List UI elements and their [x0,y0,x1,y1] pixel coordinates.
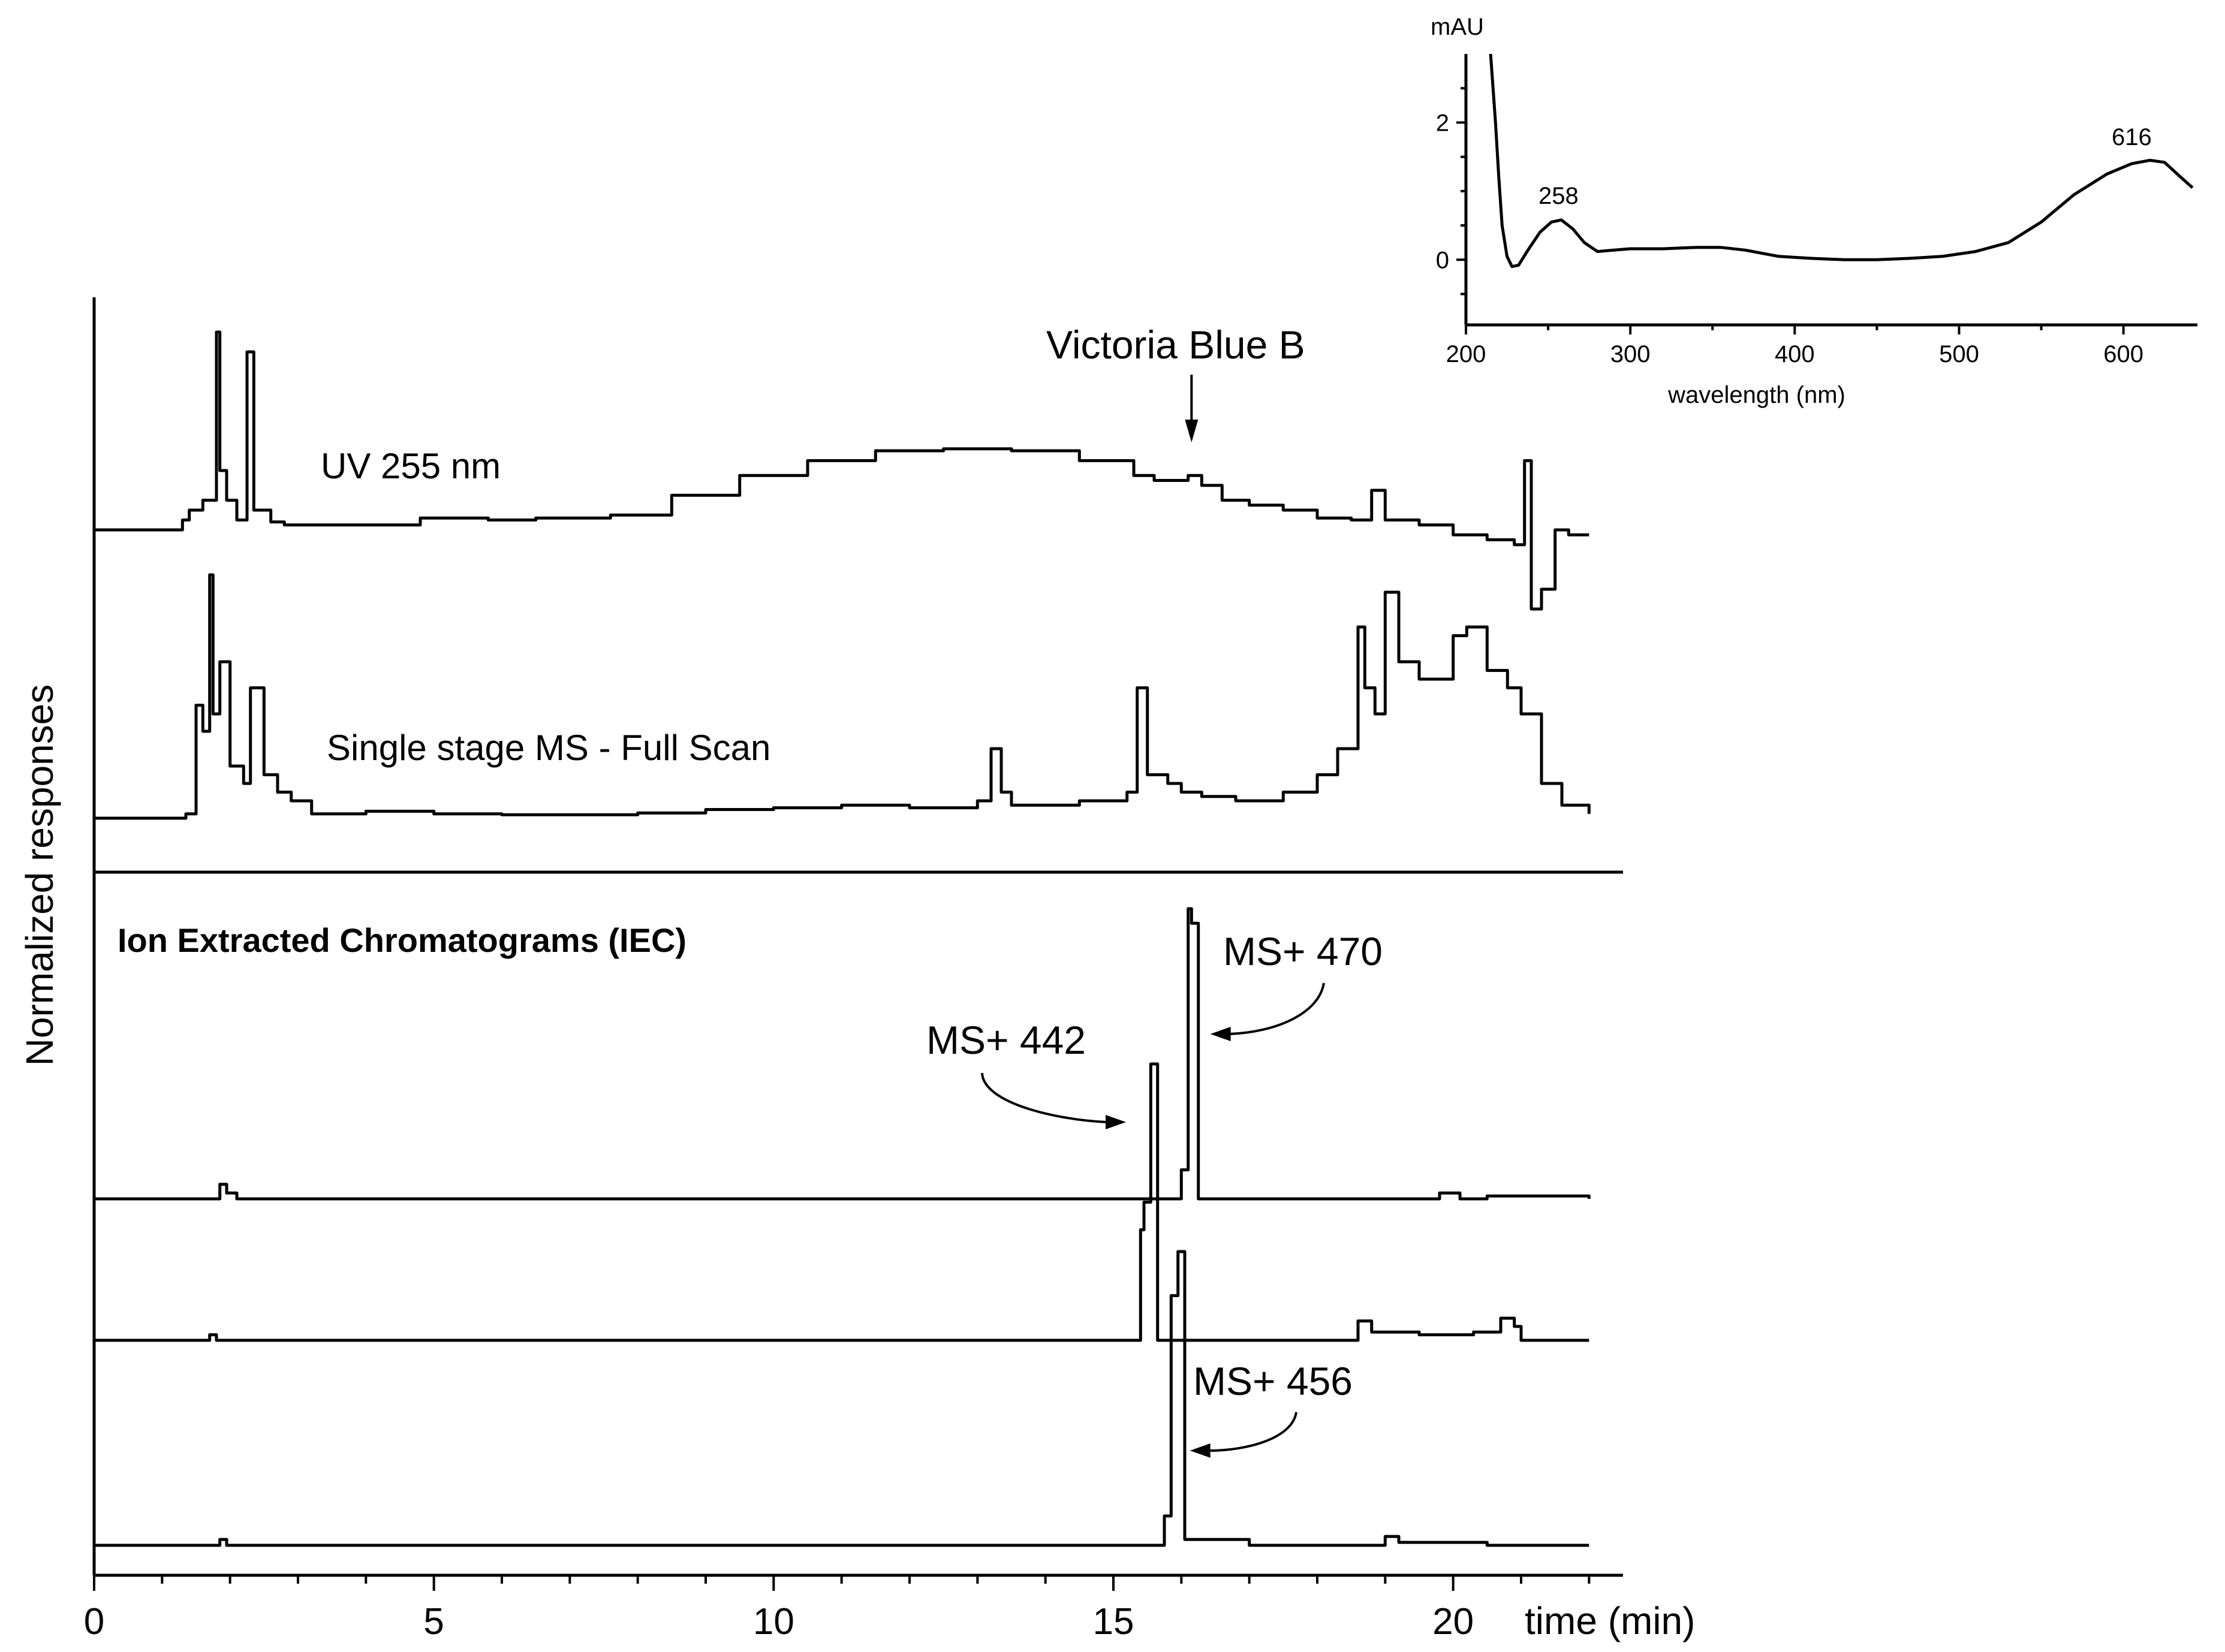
ms470-arrowhead [1210,1027,1231,1041]
uv-vis-spectrum-trace [1489,53,2194,269]
inset-x-tick-label: 600 [2103,341,2143,367]
inset-axes [1464,54,2197,327]
inset-x-tick-label: 400 [1775,341,1815,367]
uv-trace-label: UV 255 nm [321,446,501,486]
inset-ticks: 200 300 400 500 600 0 2 [1436,87,2143,367]
inset-x-tick-label: 300 [1610,341,1651,367]
inset-trace [1489,53,2194,269]
inset-x-tick-label: 200 [1446,341,1486,367]
inset-y-tick-label: 0 [1436,247,1449,273]
inset-x-tick-label: 500 [1939,341,1979,367]
ms456-arrow [1209,1412,1297,1452]
inset-peak-258-label: 258 [1538,183,1579,209]
main-x-tick-label: 0 [84,1601,104,1642]
uv-255-trace [94,330,1589,611]
inset-peak-616-label: 616 [2112,124,2152,150]
main-x-axis-label: time (min) [1525,1599,1695,1642]
inset-y-axis-label: mAU [1431,14,1484,40]
ms470-label: MS+ 470 [1223,929,1383,973]
main-x-tick-label: 10 [753,1601,794,1642]
ms456-arrowhead [1190,1443,1211,1458]
ms-full-scan-trace [94,573,1591,820]
main-axes [92,297,1623,1577]
main-y-axis-label: Normalized responses [18,685,61,1066]
iec-panel-title: Ion Extracted Chromatograms (IEC) [118,921,687,959]
main-x-tick-label: 15 [1093,1601,1134,1642]
ms456-trace [94,1250,1589,1547]
main-x-ticks: 0 5 10 15 20 [84,1575,1591,1642]
inset-y-tick-label: 2 [1436,110,1449,136]
victoria-blue-b-label: Victoria Blue B [1046,322,1305,367]
ms442-label: MS+ 442 [926,1018,1086,1062]
main-x-tick-label: 20 [1432,1601,1474,1642]
ms470-trace [94,907,1591,1201]
ms442-arrowhead [1106,1115,1126,1129]
ms442-trace [94,1062,1589,1342]
victoria-blue-b-arrowhead [1185,420,1199,442]
inset-x-axis-label: wavelength (nm) [1667,382,1845,408]
annotation-arrows [981,375,1325,1458]
main-traces [94,330,1591,1547]
ms442-arrow [981,1072,1107,1123]
main-x-tick-label: 5 [423,1601,444,1642]
ms456-label: MS+ 456 [1193,1359,1353,1403]
ms-trace-label: Single stage MS - Full Scan [327,728,770,768]
ms470-arrow [1229,982,1325,1035]
